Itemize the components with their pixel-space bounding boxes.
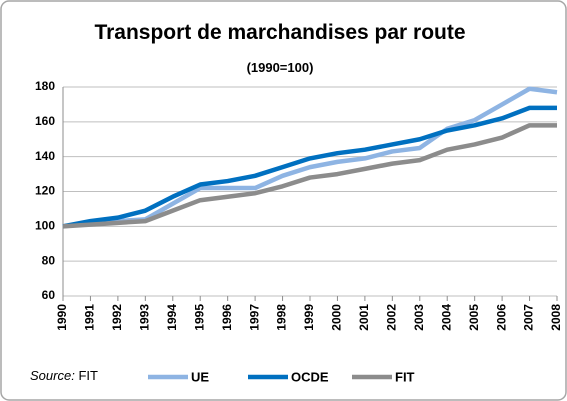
chart-title: Transport de marchandises par route bbox=[94, 21, 466, 44]
x-tick-label: 2006 bbox=[494, 304, 508, 331]
legend-label: FIT bbox=[395, 369, 415, 384]
x-tick-label: 1991 bbox=[83, 304, 97, 331]
y-tick-label: 180 bbox=[35, 79, 55, 93]
x-tick-label: 2005 bbox=[467, 304, 481, 331]
y-tick-label: 120 bbox=[35, 184, 55, 198]
y-tick-label: 140 bbox=[35, 149, 55, 163]
x-tick-label: 2007 bbox=[522, 304, 536, 331]
x-tick-label: 1998 bbox=[275, 304, 289, 331]
x-tick-label: 1996 bbox=[220, 304, 234, 331]
y-tick-label: 60 bbox=[42, 288, 56, 302]
x-tick-label: 1992 bbox=[110, 304, 124, 331]
y-tick-label: 160 bbox=[35, 114, 55, 128]
source-text: FIT bbox=[78, 368, 98, 383]
source-note: Source: FIT bbox=[30, 368, 98, 383]
legend-label: OCDE bbox=[291, 369, 329, 384]
series-line bbox=[62, 105, 557, 229]
x-tick-label: 2001 bbox=[357, 304, 371, 331]
x-tick-label: 2004 bbox=[439, 304, 453, 331]
x-tick-label: 1995 bbox=[192, 304, 206, 331]
x-tick-label: 2008 bbox=[549, 304, 563, 331]
source-label: Source: bbox=[30, 368, 75, 383]
chart-title-block: Transport de marchandises par route (199… bbox=[80, 16, 480, 84]
x-tick-label: 1993 bbox=[138, 304, 152, 331]
chart-subtitle: (1990=100) bbox=[246, 60, 314, 75]
x-tick-label: 1999 bbox=[302, 304, 316, 331]
y-tick-label: 100 bbox=[35, 219, 55, 233]
x-tick-label: 1990 bbox=[55, 304, 69, 331]
x-tick-label: 2003 bbox=[412, 304, 426, 331]
x-tick-label: 1994 bbox=[165, 304, 179, 331]
x-tick-label: 2002 bbox=[385, 304, 399, 331]
x-tick-label: 2000 bbox=[330, 304, 344, 331]
series-line bbox=[62, 123, 557, 229]
x-tick-label: 1997 bbox=[247, 304, 261, 331]
y-tick-label: 80 bbox=[42, 253, 56, 267]
legend-label: UE bbox=[191, 369, 209, 384]
